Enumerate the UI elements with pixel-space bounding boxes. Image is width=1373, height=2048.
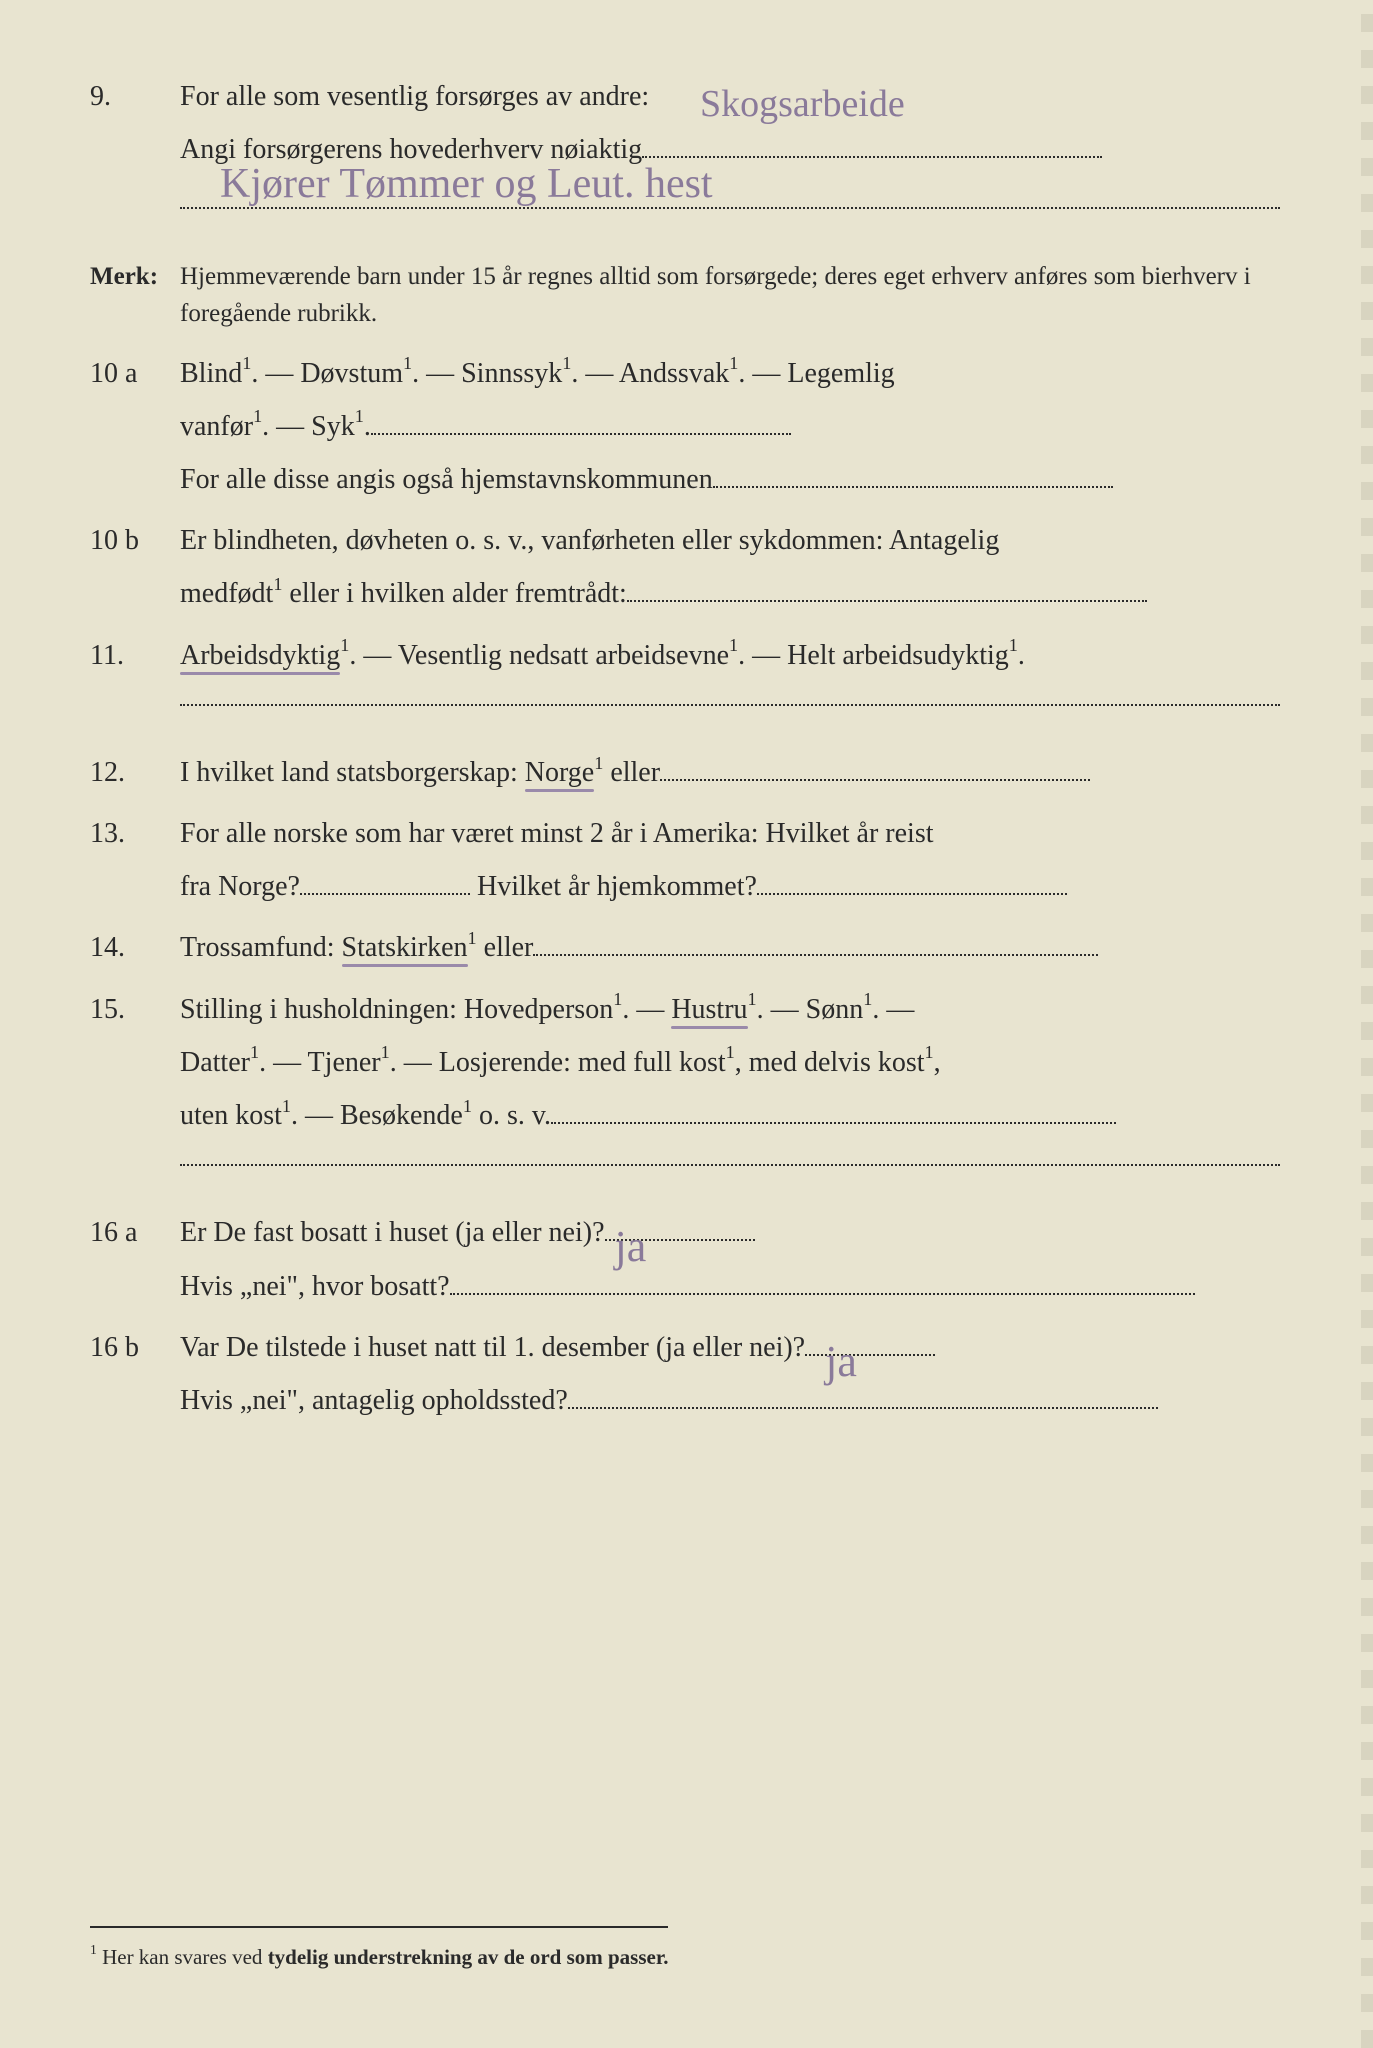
footnote: 1 Her kan svares ved tydelig understrekn…: [90, 1926, 668, 1978]
q12-eller: eller: [603, 757, 660, 788]
question-number-10a: 10 a: [90, 347, 180, 507]
question-16a: 16 a Er De fast bosatt i huset (ja eller…: [90, 1206, 1293, 1312]
q10a-vanfor: vanfør: [180, 411, 253, 442]
q12-text1a: I hvilket land statsborgerskap:: [180, 757, 525, 788]
q10a-legemlig: . — Legemlig: [738, 358, 894, 389]
q10a-sinnssyk: . — Sinnssyk: [412, 358, 562, 389]
q10a-andssvak: . — Andssvak: [571, 358, 729, 389]
question-10b-body: Er blindheten, døvheten o. s. v., vanfør…: [180, 514, 1293, 620]
question-11: 11. Arbeidsdyktig1. — Vesentlig nedsatt …: [90, 629, 1293, 682]
question-number-16a: 16 a: [90, 1206, 180, 1312]
footnote-text: Her kan svares ved tydelig understreknin…: [97, 1945, 669, 1969]
question-15-body: Stilling i husholdningen: Hovedperson1. …: [180, 983, 1293, 1143]
q11-nedsatt: . — Vesentlig nedsatt arbeidsevne: [349, 640, 729, 671]
footnote-sup: 1: [90, 1942, 97, 1957]
q11-arbeidsdyktig-underlined: Arbeidsdyktig: [180, 640, 340, 671]
q15-tjener: . — Tjener: [259, 1047, 381, 1078]
q10a-blind: Blind: [180, 358, 242, 389]
q15-blank-line: [180, 1164, 1280, 1166]
q11-udyktig: . — Helt arbeidsudyktig: [738, 640, 1009, 671]
question-number-9: 9.: [90, 70, 180, 176]
q16a-line1: Er De fast bosatt i huset (ja eller nei)…: [180, 1217, 605, 1248]
question-14-body: Trossamfund: Statskirken1 eller: [180, 921, 1293, 974]
q15-losjerende: . — Losjerende: med full kost: [390, 1047, 726, 1078]
question-11-body: Arbeidsdyktig1. — Vesentlig nedsatt arbe…: [180, 629, 1293, 682]
question-number-11: 11.: [90, 629, 180, 682]
q13-franorge: fra Norge?: [180, 871, 300, 902]
question-13-body: For alle norske som har været minst 2 år…: [180, 807, 1293, 913]
q10a-syk: . — Syk: [262, 411, 355, 442]
q13-line1: For alle norske som har været minst 2 år…: [180, 818, 934, 849]
q15-besokende: . — Besøkende: [291, 1100, 463, 1131]
q10a-dovstum: . — Døvstum: [251, 358, 403, 389]
q15-osv: o. s. v.: [472, 1100, 551, 1131]
question-16b-body: Var De tilstede i huset natt til 1. dese…: [180, 1321, 1293, 1427]
q9-handwriting-2: Kjører Tømmer og Leut. hest: [220, 145, 713, 225]
q10a-line3: For alle disse angis også hjemstavnskomm…: [180, 464, 713, 495]
q13-hjemkommet: Hvilket år hjemkommet?: [470, 871, 757, 902]
q15-utenkost: uten kost: [180, 1100, 282, 1131]
page-deckle-edge: [1361, 0, 1373, 2048]
q15-hustru-underlined: Hustru: [671, 994, 747, 1025]
q16a-handwriting-ja: ja: [615, 1205, 647, 1289]
q10b-medfodt: medfødt: [180, 578, 273, 609]
q15-datter: Datter: [180, 1047, 250, 1078]
q15-dash1: . —: [622, 994, 671, 1025]
merk-text: Hjemmeværende barn under 15 år regnes al…: [180, 258, 1293, 333]
q14-statskirken-underlined: Statskirken: [342, 932, 468, 963]
question-16a-body: Er De fast bosatt i huset (ja eller nei)…: [180, 1206, 1293, 1312]
q11-blank-line: [180, 704, 1280, 706]
q15-stilling: Stilling i husholdningen: Hovedperson: [180, 994, 613, 1025]
question-16b: 16 b Var De tilstede i huset natt til 1.…: [90, 1321, 1293, 1427]
question-14: 14. Trossamfund: Statskirken1 eller: [90, 921, 1293, 974]
question-number-15: 15.: [90, 983, 180, 1143]
q15-dash2: . —: [872, 994, 914, 1025]
question-number-14: 14.: [90, 921, 180, 974]
q14-trossamfund: Trossamfund:: [180, 932, 342, 963]
q16b-handwriting-ja: ja: [825, 1320, 857, 1404]
question-number-16b: 16 b: [90, 1321, 180, 1427]
q9-line1: For alle som vesentlig forsørges av andr…: [180, 81, 649, 112]
merk-note: Merk: Hjemmeværende barn under 15 år reg…: [90, 258, 1293, 333]
q15-sonn: . — Sønn: [757, 994, 864, 1025]
question-13: 13. For alle norske som har været minst …: [90, 807, 1293, 913]
question-number-13: 13.: [90, 807, 180, 913]
q10b-line1: Er blindheten, døvheten o. s. v., vanfør…: [180, 525, 999, 556]
question-number-12: 12.: [90, 746, 180, 799]
question-10a: 10 a Blind1. — Døvstum1. — Sinnssyk1. — …: [90, 347, 1293, 507]
q16b-line1: Var De tilstede i huset natt til 1. dese…: [180, 1332, 805, 1363]
merk-label: Merk:: [90, 258, 180, 333]
question-number-10b: 10 b: [90, 514, 180, 620]
q10b-line2b: eller i hvilken alder fremtrådt:: [282, 578, 626, 609]
question-10b: 10 b Er blindheten, døvheten o. s. v., v…: [90, 514, 1293, 620]
q12-norge-underlined: Norge: [525, 757, 594, 788]
question-15: 15. Stilling i husholdningen: Hovedperso…: [90, 983, 1293, 1143]
question-12-body: I hvilket land statsborgerskap: Norge1 e…: [180, 746, 1293, 799]
question-10a-body: Blind1. — Døvstum1. — Sinnssyk1. — Andss…: [180, 347, 1293, 507]
form-page: 9. For alle som vesentlig forsørges av a…: [0, 0, 1373, 2048]
q16b-line2: Hvis „nei", antagelig opholdssted?: [180, 1385, 568, 1416]
q15-delvis: , med delvis kost: [735, 1047, 925, 1078]
q9-handwriting-1: Skogsarbeide: [700, 68, 905, 140]
q14-eller: eller: [477, 932, 534, 963]
q16a-line2: Hvis „nei", hvor bosatt?: [180, 1271, 450, 1302]
question-12: 12. I hvilket land statsborgerskap: Norg…: [90, 746, 1293, 799]
